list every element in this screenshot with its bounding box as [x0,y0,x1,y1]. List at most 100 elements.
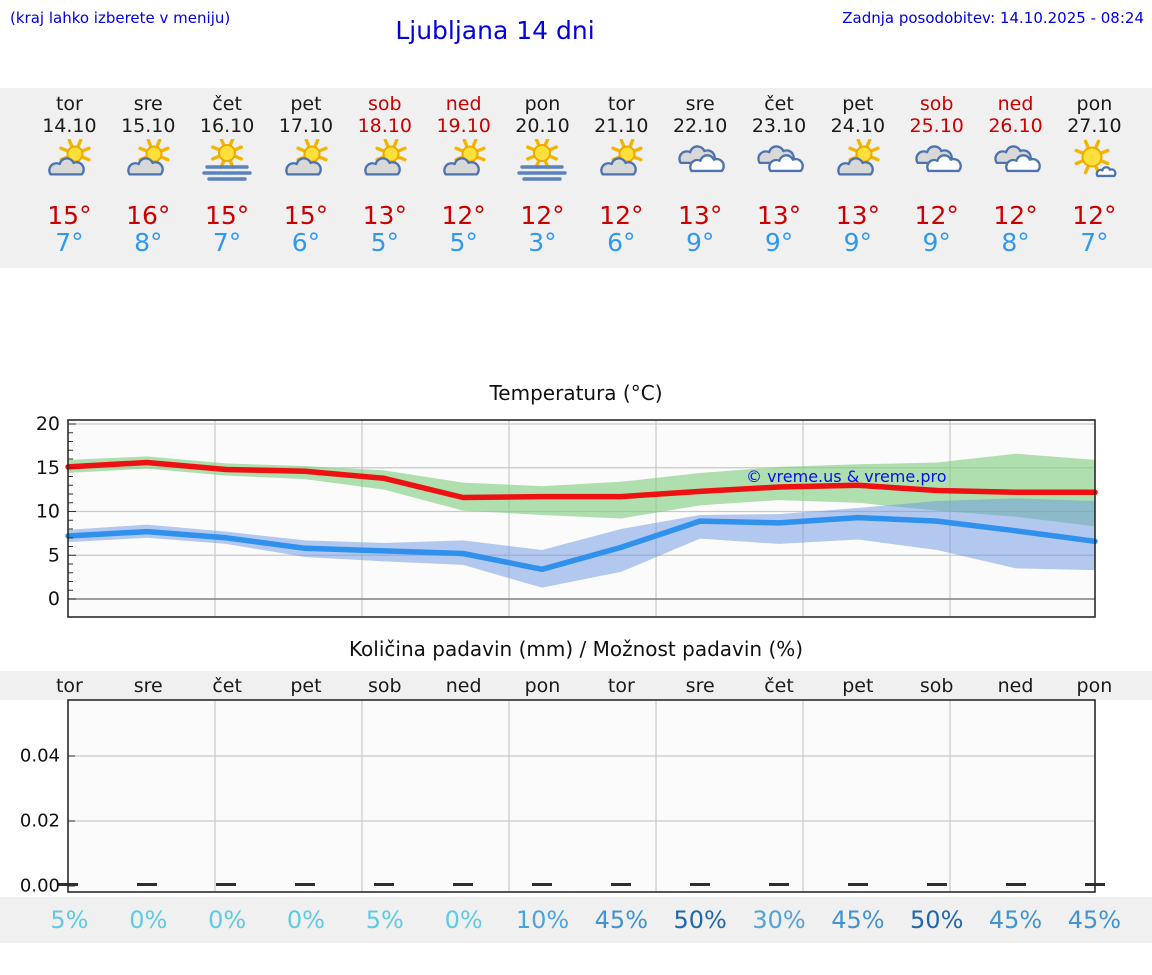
partly-cloudy-icon [267,138,346,193]
precip-bar [611,883,631,886]
precip-probability-label: 45% [988,906,1043,934]
day-date: 27.10 [1067,115,1122,137]
partly-cloudy-icon [109,138,188,193]
day-name: pon [524,93,561,115]
tmax-label: 12° [520,201,565,230]
partly-cloudy-icon [818,138,897,193]
precip-day-label: ned [997,674,1034,697]
forecast-day-column: čet 23.10 13° 9° [740,88,819,268]
precip-ytick-label: 0.00 [20,876,60,897]
day-name: pon [1076,93,1113,115]
tmin-label: 9° [764,228,794,257]
precip-day-label: tor [55,674,83,697]
precip-probability-label: 30% [752,906,806,934]
tmin-label: 9° [685,228,715,257]
day-name: čet [764,93,794,115]
precip-bar [453,883,473,886]
tmin-label: 6° [607,228,636,257]
day-date: 15.10 [121,115,176,137]
partly-cloudy-icon [424,138,503,193]
temp-ytick-label: 5 [48,544,60,566]
precip-day-labels: tor sre čet pet sob ned pon tor sre čet pet sob ned p… [0,671,1152,700]
tmax-label: 16° [126,201,171,230]
precipitation-chart: 0.00 0.02 0.04 [20,699,1105,897]
forecast-day-column: ned 26.10 12° 8° [976,88,1055,268]
temp-ytick-label: 15 [36,457,60,479]
day-date: 18.10 [357,115,412,137]
watermark-link[interactable]: © vreme.us & vreme.pro [746,467,947,486]
precip-bar [532,883,552,886]
precip-day-label: pet [842,674,874,697]
day-date: 26.10 [988,115,1043,137]
forecast-strip: tor 14.10 15° 7° sre 15.10 16° 8° čet 16.10 15° 7° p… [0,88,1152,268]
precip-probability-label: 0% [129,906,168,934]
tmax-label: 12° [441,201,486,230]
tmax-label: 13° [835,201,881,230]
partly-cloudy-icon [30,138,109,193]
precip-day-label: sob [919,674,954,697]
precip-probability-label: 50% [910,906,964,934]
day-date: 24.10 [830,115,886,137]
precip-probability-label: 5% [365,906,404,934]
day-date: 19.10 [436,115,491,137]
tmax-label: 15° [204,201,250,230]
precip-probability-label: 45% [594,906,648,934]
day-date: 23.10 [751,115,807,137]
day-name: ned [445,93,482,115]
page-title: Ljubljana 14 dni [395,16,595,45]
partly-cloudy-icon [345,138,424,193]
precip-day-label: ned [445,674,482,697]
day-date: 16.10 [199,115,255,137]
precip-probability-label: 0% [444,906,483,934]
temp-ytick-label: 20 [36,413,60,435]
tmax-label: 12° [914,201,959,230]
precip-day-label: pon [524,674,561,697]
precip-bar [374,883,394,886]
day-name: sob [368,93,402,115]
precip-day-label: pon [1076,674,1113,697]
cloudy-icon [897,139,976,193]
tmin-label: 8° [134,228,163,257]
precip-bar [137,883,157,886]
tmin-label: 7° [55,228,84,257]
precip-day-label: sre [133,674,163,697]
forecast-day-column: čet 16.10 15° 7° [188,88,267,268]
precip-probability-label: 45% [1067,906,1122,934]
tmin-label: 8° [1001,228,1030,257]
day-name: pet [290,93,322,115]
forecast-day-column: ned 19.10 12° 5° [424,88,503,268]
precip-probability-label: 0% [208,906,247,934]
forecast-day-column: pon 27.10 12° 7° [1055,88,1134,268]
cloudy-icon [976,139,1055,193]
day-date: 20.10 [515,115,570,137]
tmax-label: 12° [1072,201,1117,230]
precip-probability-label: 45% [831,906,885,934]
day-name: sob [919,93,954,115]
last-update: Zadnja posodobitev: 14.10.2025 - 08:24 [842,9,1144,27]
sun-fog-icon [503,136,582,193]
forecast-day-column: sob 18.10 13° 5° [345,88,424,268]
day-name: čet [212,93,242,115]
tmax-label: 13° [362,201,407,230]
precip-probability-row: 5% 0% 0% 0% 5% 0% 10% 45% 50% 30% 45% 50% 45% 45% [0,897,1152,943]
precip-day-label: sre [685,674,715,697]
tmax-label: 12° [993,201,1038,230]
day-date: 22.10 [672,115,728,137]
precip-bar [216,883,236,886]
day-name: tor [55,93,83,115]
forecast-day-column: tor 14.10 15° 7° [30,88,109,268]
day-name: ned [997,93,1034,115]
forecast-day-column: sob 25.10 12° 9° [897,88,976,268]
precip-chart-title: Količina padavin (mm) / Možnost padavin … [348,637,804,661]
temperature-chart: 20 15 10 5 0 [36,413,1098,618]
tmax-label: 15° [47,201,92,230]
tmin-label: 6° [291,228,321,257]
tmin-label: 5° [370,228,399,257]
day-date: 21.10 [594,115,649,137]
tmin-label: 9° [922,228,951,257]
precip-probability-label: 10% [515,906,570,934]
tmin-label: 9° [843,228,873,257]
precip-day-label: sob [368,674,402,697]
day-date: 17.10 [278,115,334,137]
tmin-label: 7° [212,228,242,257]
